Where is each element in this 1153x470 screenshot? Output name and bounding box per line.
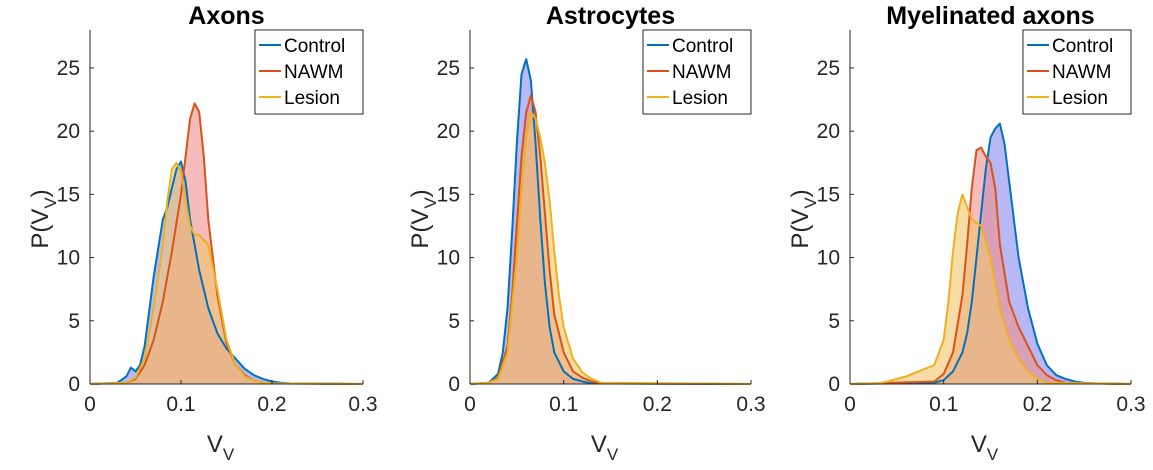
line-control: [849, 122, 1132, 385]
legend-label-control: Control: [284, 36, 345, 57]
chart-title: Axons: [188, 2, 264, 30]
x-tick-label: 0: [84, 393, 96, 416]
chart-panel-2: Astrocytes 0 0.1 0.2 0.3 0 5 10 15 20 25 VV P(VV) Con…: [407, 2, 766, 464]
y-tick-label: 10: [437, 247, 460, 270]
y-tick-label: 25: [817, 57, 840, 80]
x-tick-label: 0.2: [643, 393, 672, 416]
line-lesion: [89, 161, 364, 385]
y-tick-label: 15: [817, 183, 840, 206]
y-tick-label: 10: [57, 247, 80, 270]
x-tick-label: 0.1: [549, 393, 578, 416]
y-tick-label: 5: [828, 310, 840, 333]
x-tick-label: 0.1: [929, 393, 958, 416]
legend-label-control: Control: [1052, 36, 1113, 57]
x-axis-label: VV: [591, 431, 619, 464]
y-tick-label: 5: [68, 310, 80, 333]
chart-title: Myelinated axons: [886, 2, 1094, 30]
y-tick-label: 0: [448, 373, 460, 396]
y-tick-label: 15: [437, 183, 460, 206]
y-tick-label: 25: [437, 57, 460, 80]
chart-panel-3: Myelinated axons 0 0.1 0.2 0.3 0 5 10 15 20 25 VV P(…: [787, 2, 1146, 464]
x-axis-label: VV: [207, 431, 235, 464]
chart-panel-1: Axons 0 0.1 0.2 0.3 0 5 10 15 20 25 VV P(VV) Control N…: [27, 2, 378, 464]
area-lesion: [470, 112, 751, 384]
legend: Control NAWM Lesion: [642, 29, 752, 115]
line-control: [469, 58, 752, 385]
x-tick-label: 0.3: [736, 393, 765, 416]
legend: Control NAWM Lesion: [1022, 29, 1132, 115]
x-tick-label: 0: [844, 393, 856, 416]
legend-label-nawm: NAWM: [284, 62, 343, 83]
y-tick-label: 15: [57, 183, 80, 206]
x-tick-label: 0.3: [1116, 393, 1145, 416]
y-axis-label: P(VV): [27, 189, 60, 248]
legend-label-nawm: NAWM: [672, 62, 731, 83]
y-axis-label: P(VV): [787, 189, 820, 248]
y-tick-label: 20: [57, 120, 80, 143]
x-tick-label: 0: [464, 393, 476, 416]
line-nawm: [849, 146, 1132, 385]
legend: Control NAWM Lesion: [254, 29, 364, 115]
y-tick-label: 0: [828, 373, 840, 396]
y-tick-label: 10: [817, 247, 840, 270]
y-tick-label: 20: [817, 120, 840, 143]
legend-label-lesion: Lesion: [284, 88, 340, 109]
x-tick-label: 0.2: [1023, 393, 1052, 416]
line-lesion: [469, 111, 752, 385]
x-tick-label: 0.3: [348, 393, 377, 416]
line-control: [89, 160, 364, 385]
y-tick-label: 25: [57, 57, 80, 80]
x-tick-label: 0.1: [166, 393, 195, 416]
line-lesion: [849, 193, 1132, 385]
legend-label-lesion: Lesion: [672, 88, 728, 109]
y-tick-label: 5: [448, 310, 460, 333]
y-tick-label: 20: [437, 120, 460, 143]
x-axis-label: VV: [971, 431, 999, 464]
y-axis-label: P(VV): [407, 189, 440, 248]
legend-label-nawm: NAWM: [1052, 62, 1111, 83]
x-tick-label: 0.2: [257, 393, 286, 416]
legend-label-control: Control: [672, 36, 733, 57]
area-lesion: [850, 194, 1131, 384]
y-tick-label: 0: [68, 373, 80, 396]
chart-title: Astrocytes: [546, 2, 675, 30]
area-lesion: [90, 162, 363, 384]
legend-label-lesion: Lesion: [1052, 88, 1108, 109]
